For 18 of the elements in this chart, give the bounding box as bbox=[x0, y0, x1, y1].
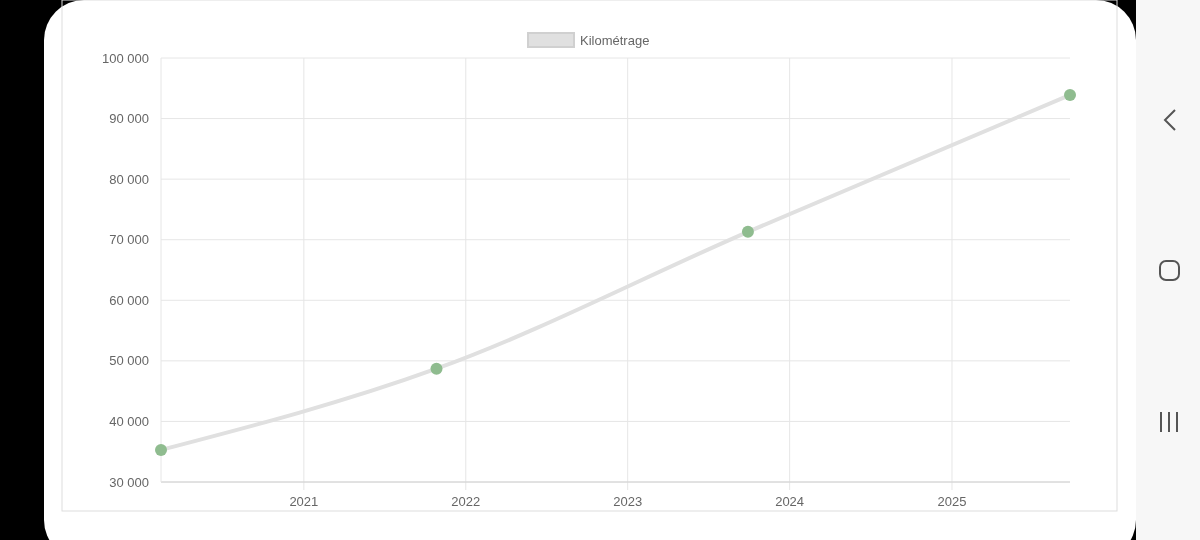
y-tick-label: 30 000 bbox=[109, 474, 149, 490]
y-tick-label: 90 000 bbox=[109, 111, 149, 127]
x-tick-label: 2021 bbox=[289, 494, 319, 509]
y-tick-label: 60 000 bbox=[109, 292, 149, 308]
x-tick-label: 2025 bbox=[937, 494, 967, 509]
x-tick-label: 2022 bbox=[451, 494, 481, 509]
point bbox=[430, 362, 443, 375]
point bbox=[1064, 88, 1076, 101]
y-tick-label: 100 000 bbox=[102, 50, 149, 66]
point bbox=[741, 225, 754, 238]
point bbox=[155, 443, 167, 456]
x-tick-label: 2023 bbox=[613, 494, 643, 509]
y-tick-label: 40 000 bbox=[109, 413, 149, 429]
y-tick-label: 70 000 bbox=[109, 232, 149, 248]
legend-label: Kilométrage bbox=[580, 32, 650, 48]
x-tick-label: 2024 bbox=[775, 494, 805, 509]
y-tick-label: 50 000 bbox=[109, 353, 149, 369]
y-tick-label: 80 000 bbox=[109, 171, 149, 187]
